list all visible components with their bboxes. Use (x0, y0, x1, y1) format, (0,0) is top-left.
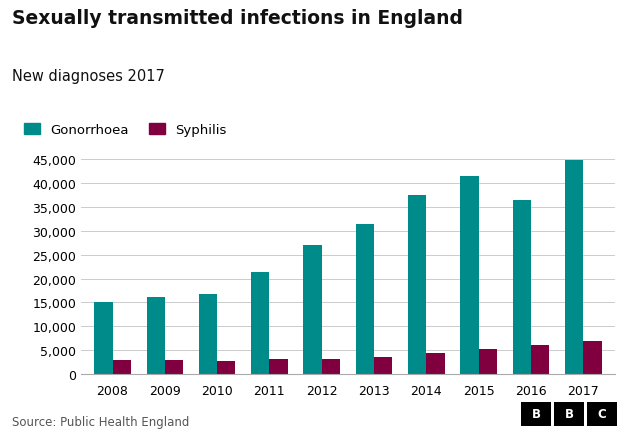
Bar (147, 297, 165, 374)
Bar (322, 359, 340, 374)
Bar (513, 200, 531, 374)
Bar (426, 353, 445, 374)
Bar (94, 303, 112, 374)
Text: B: B (565, 407, 573, 421)
Bar (251, 273, 270, 374)
Bar (461, 177, 479, 374)
Text: Sexually transmitted infections in England: Sexually transmitted infections in Engla… (12, 9, 464, 28)
Bar (583, 341, 602, 374)
Legend: Gonorrhoea, Syphilis: Gonorrhoea, Syphilis (19, 118, 232, 142)
Text: B: B (532, 407, 540, 421)
Bar (408, 196, 426, 374)
Bar (356, 224, 374, 374)
Text: Source: Public Health England: Source: Public Health England (12, 415, 190, 428)
Bar (374, 357, 392, 374)
Text: New diagnoses 2017: New diagnoses 2017 (12, 69, 165, 84)
Bar (531, 345, 549, 374)
Bar (112, 360, 131, 374)
Bar (165, 360, 183, 374)
Bar (565, 161, 583, 374)
Bar (270, 359, 288, 374)
Bar (217, 361, 235, 374)
Bar (303, 246, 322, 374)
Bar (199, 294, 217, 374)
Text: C: C (598, 407, 607, 421)
Bar (479, 349, 497, 374)
